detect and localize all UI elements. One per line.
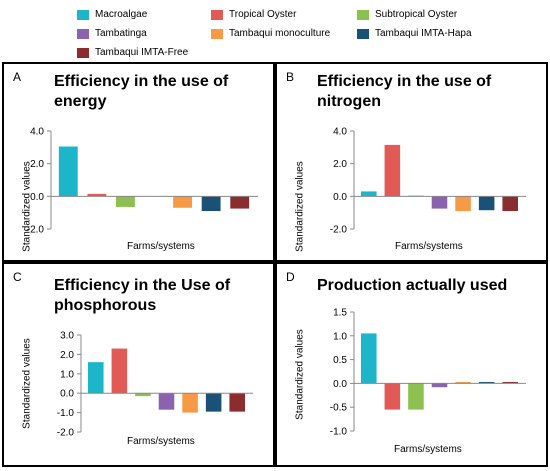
- legend-swatch: [77, 47, 89, 58]
- panel-title: Efficiency in the use of energy: [54, 73, 229, 110]
- y-tick-label: -2.0: [57, 428, 75, 439]
- x-axis-label: Farms/systems: [395, 241, 463, 252]
- panel-title: Efficiency in the use of nitrogen: [317, 73, 492, 110]
- bar: [158, 393, 175, 410]
- bar: [182, 393, 198, 413]
- bar: [116, 196, 135, 207]
- y-tick-label: -2.0: [330, 225, 348, 236]
- bar: [111, 348, 128, 394]
- y-tick-label: 0.5: [333, 355, 347, 366]
- y-tick-label: -1.0: [330, 427, 348, 438]
- legend-label: Tambaqui monoculture: [229, 28, 331, 39]
- bar: [229, 393, 245, 412]
- legend-swatch: [211, 9, 223, 20]
- y-tick-label: -0.5: [330, 403, 348, 414]
- x-axis-label: Farms/systems: [394, 444, 462, 455]
- bar-plot: 3.0 2.0 1.0 0.0 -1.0 -2.0: [57, 331, 253, 439]
- legend-swatch: [77, 28, 89, 39]
- legend-item: Tambaqui IMTA-Free: [77, 47, 188, 58]
- bar: [502, 196, 518, 212]
- legend-label: Tambaqui IMTA-Free: [95, 47, 189, 58]
- legend-swatch: [77, 9, 89, 20]
- bar: [478, 196, 495, 211]
- y-tick-label: 0.0: [333, 379, 347, 390]
- x-axis-label: Farms/systems: [127, 241, 195, 252]
- legend-item: Tambaqui monoculture: [211, 28, 330, 39]
- bar: [431, 196, 448, 209]
- y-tick-label: 2.0: [333, 159, 347, 170]
- panel-c: C Efficiency in the Use of phosphorous S…: [2, 262, 275, 467]
- bar: [384, 144, 401, 197]
- panel-d: D Production actually used Standardized …: [275, 262, 548, 467]
- legend-label: Macroalgae: [95, 9, 148, 20]
- legend-label: Tropical Oyster: [229, 9, 297, 20]
- chart-legend: Macroalgae Tropical Oyster Subtropical O…: [30, 4, 530, 64]
- bar: [431, 383, 448, 388]
- y-tick-label: 3.0: [60, 331, 74, 342]
- y-tick-label: 4.0: [30, 127, 44, 138]
- legend-swatch: [211, 28, 223, 39]
- bar: [384, 383, 401, 410]
- y-tick-label: -1.0: [57, 408, 75, 419]
- bar: [173, 196, 192, 208]
- legend-item: Tambatinga: [77, 28, 147, 39]
- bar: [361, 191, 377, 197]
- bar: [87, 193, 107, 197]
- y-tick-label: 2.0: [30, 159, 44, 170]
- bar: [88, 362, 104, 394]
- bar: [408, 383, 424, 410]
- legend-label: Subtropical Oyster: [375, 9, 458, 20]
- y-tick-label: 2.0: [60, 350, 74, 361]
- legend-item: Tambaqui IMTA-Hapa: [357, 28, 472, 39]
- bar-plot: 4.0 2.0 0.0 -2.0: [330, 127, 526, 236]
- panel-title: Production actually used: [317, 277, 508, 294]
- legend-item: Macroalgae: [77, 9, 147, 20]
- bar: [502, 381, 518, 384]
- y-tick-label: 1.0: [333, 331, 347, 342]
- legend-label: Tambaqui IMTA-Hapa: [375, 28, 472, 39]
- y-tick-label: -2.0: [27, 225, 45, 236]
- y-tick-label: 0.0: [60, 389, 74, 400]
- legend-swatch: [357, 9, 369, 20]
- y-tick-label: 4.0: [333, 127, 347, 138]
- x-axis-label: Farms/systems: [127, 436, 195, 447]
- legend-label: Tambatinga: [95, 28, 147, 39]
- legend-item: Tropical Oyster: [211, 9, 296, 20]
- bar: [455, 381, 471, 384]
- panel-letter: B: [286, 70, 295, 84]
- y-tick-label: 0.0: [333, 192, 347, 203]
- panel-a: A Efficiency in the use of energy Standa…: [2, 62, 275, 262]
- legend-item: Subtropical Oyster: [357, 9, 457, 20]
- bar: [205, 393, 222, 412]
- legend-swatch: [357, 28, 369, 39]
- bar-plot: 1.5 1.0 0.5 0.0 -0.5 -1.0: [330, 308, 526, 438]
- panel-title: Efficiency in the Use of phosphorous: [54, 277, 231, 314]
- y-tick-label: 0.0: [30, 192, 44, 203]
- panel-letter: D: [286, 270, 295, 284]
- bar: [230, 196, 250, 209]
- bar: [58, 146, 78, 197]
- y-tick-label: 1.0: [60, 369, 74, 380]
- y-tick-label: 1.5: [333, 308, 347, 319]
- bar-plot: 4.0 2.0 0.0 -2.0: [27, 127, 258, 236]
- bar: [201, 196, 221, 212]
- bar: [361, 333, 377, 384]
- panel-letter: C: [13, 270, 22, 284]
- panel-b: B Efficiency in the use of nitrogen Stan…: [275, 62, 548, 262]
- bar: [478, 381, 495, 384]
- bar: [455, 196, 471, 212]
- panel-letter: A: [13, 70, 22, 84]
- bar: [135, 393, 151, 397]
